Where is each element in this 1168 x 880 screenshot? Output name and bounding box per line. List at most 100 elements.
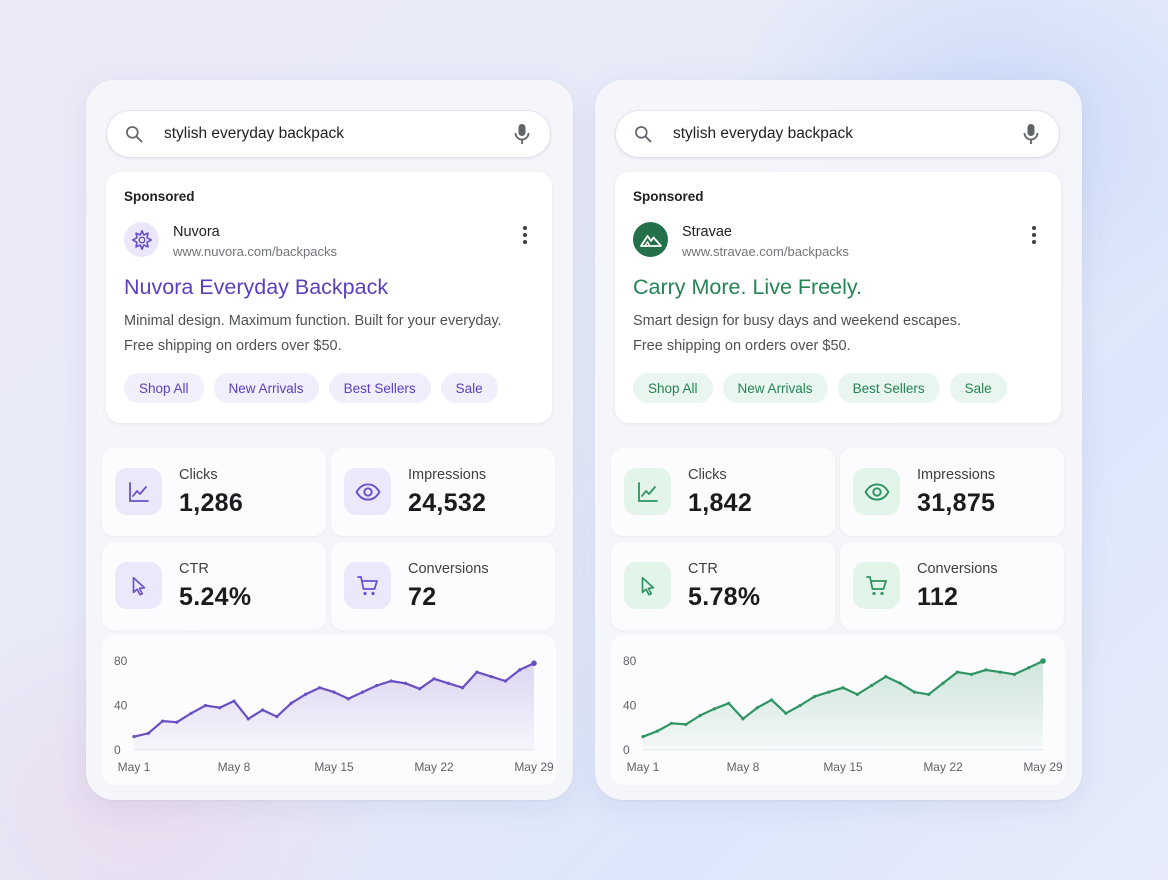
data-point (869, 683, 874, 688)
search-bar[interactable]: stylish everyday backpack (107, 111, 550, 157)
data-point (769, 698, 774, 702)
stat-value: 5.78% (688, 583, 761, 611)
sponsored-label: Sponsored (633, 189, 704, 204)
stat-value: 72 (408, 583, 437, 611)
data-point (203, 703, 208, 708)
ad-description-line1: Minimal design. Maximum function. Built … (124, 313, 502, 329)
data-point (275, 715, 279, 719)
display-url[interactable]: www.stravae.com/backpacks (682, 244, 849, 259)
x-tick-label: May 1 (627, 760, 660, 774)
stat-label: Impressions (917, 467, 996, 483)
data-point (175, 720, 179, 724)
line-chart-svg: 0 40 80 May 1 May 8 May 15 May 22 May 29 (623, 654, 1063, 774)
data-point (218, 706, 222, 710)
sitelink-new-arrivals[interactable]: New Arrivals (213, 373, 319, 403)
advertiser-name[interactable]: Stravae (682, 224, 732, 240)
data-point (898, 681, 902, 685)
stat-value: 24,532 (408, 489, 487, 517)
microphone-icon[interactable] (1022, 123, 1040, 145)
y-tick-label: 80 (114, 654, 128, 668)
sitelink-sale[interactable]: Sale (949, 373, 1007, 403)
data-point (346, 697, 350, 701)
data-point (389, 679, 393, 683)
x-tick-label: May 8 (218, 760, 251, 774)
data-point (531, 660, 537, 667)
data-point (432, 677, 436, 681)
data-point (418, 687, 422, 691)
microphone-icon[interactable] (513, 123, 531, 145)
y-tick-label: 40 (623, 699, 637, 713)
data-point (475, 670, 479, 674)
ad-description-line2: Free shipping on orders over $50. (124, 338, 342, 354)
sitelink-new-arrivals[interactable]: New Arrivals (722, 373, 828, 403)
data-point (303, 692, 308, 696)
cart-icon (853, 562, 900, 609)
data-point (160, 719, 165, 723)
ad-headline[interactable]: Nuvora Everyday Backpack (124, 275, 389, 299)
data-point (132, 735, 136, 739)
sponsored-ad-card[interactable]: Sponsored Nuvora www.nuvora.com/backpack… (106, 172, 552, 423)
stat-label: Conversions (408, 561, 489, 577)
x-tick-label: May 8 (727, 760, 760, 774)
search-icon[interactable] (124, 124, 144, 144)
stat-card-clicks: Clicks 1,842 (611, 448, 835, 536)
more-options-icon[interactable] (522, 225, 528, 245)
stat-card-impressions: Impressions 31,875 (840, 448, 1064, 536)
data-point (927, 692, 931, 696)
sitelink-sale[interactable]: Sale (440, 373, 498, 403)
line-chart-svg: 0 40 80 May 1 May 8 May 15 May 22 May 29 (114, 654, 554, 774)
trend-chart-icon (624, 468, 671, 515)
stat-value: 1,286 (179, 489, 244, 517)
data-point (655, 729, 659, 733)
data-point (403, 681, 408, 685)
y-tick-label: 0 (114, 743, 121, 757)
series-area (134, 663, 534, 750)
data-point (489, 674, 493, 679)
data-point (955, 670, 959, 674)
cursor-icon (115, 562, 162, 609)
stat-label: CTR (179, 561, 209, 577)
data-point (146, 731, 150, 735)
data-point (669, 721, 674, 725)
sponsored-ad-card[interactable]: Sponsored Stravae www.stravae.com/backpa… (615, 172, 1061, 423)
sitelink-shop-all[interactable]: Shop All (633, 373, 713, 403)
data-point (360, 690, 365, 694)
stat-label: Conversions (917, 561, 998, 577)
data-point (727, 701, 731, 705)
stat-card-conversions: Conversions 112 (840, 542, 1064, 630)
starburst-logo-icon (131, 229, 152, 250)
sitelink-shop-all[interactable]: Shop All (124, 373, 204, 403)
data-point (941, 681, 945, 685)
stat-card-ctr: CTR 5.24% (102, 542, 326, 630)
search-bar[interactable]: stylish everyday backpack (616, 111, 1059, 157)
display-url[interactable]: www.nuvora.com/backpacks (173, 244, 338, 259)
search-query-text[interactable]: stylish everyday backpack (673, 125, 854, 142)
y-tick-label: 40 (114, 699, 128, 713)
search-query-text[interactable]: stylish everyday backpack (164, 125, 345, 142)
sitelinks: Shop All New Arrivals Best Sellers Sale (124, 373, 498, 403)
data-point (1027, 666, 1031, 670)
data-point (503, 679, 508, 683)
more-options-icon[interactable] (1031, 225, 1037, 245)
data-point (827, 690, 831, 694)
search-icon[interactable] (633, 124, 653, 144)
ad-headline[interactable]: Carry More. Live Freely. (633, 275, 862, 299)
data-point (841, 686, 845, 690)
stat-card-clicks: Clicks 1,286 (102, 448, 326, 536)
series-area (643, 661, 1043, 750)
data-point (289, 701, 293, 705)
stat-value: 1,842 (688, 489, 753, 517)
x-tick-label: May 29 (1023, 760, 1063, 774)
sitelink-best-sellers[interactable]: Best Sellers (328, 373, 431, 403)
clicks-trend-chart: 0 40 80 May 1 May 8 May 15 May 22 May 29 (102, 635, 556, 785)
stat-label: Clicks (688, 467, 727, 483)
data-point (969, 672, 974, 676)
data-point (712, 707, 717, 711)
y-tick-label: 0 (623, 743, 630, 757)
stat-value: 31,875 (917, 489, 996, 517)
data-point (741, 717, 745, 721)
sitelink-best-sellers[interactable]: Best Sellers (837, 373, 940, 403)
advertiser-name[interactable]: Nuvora (173, 224, 220, 240)
cursor-icon (624, 562, 671, 609)
data-point (684, 722, 688, 727)
